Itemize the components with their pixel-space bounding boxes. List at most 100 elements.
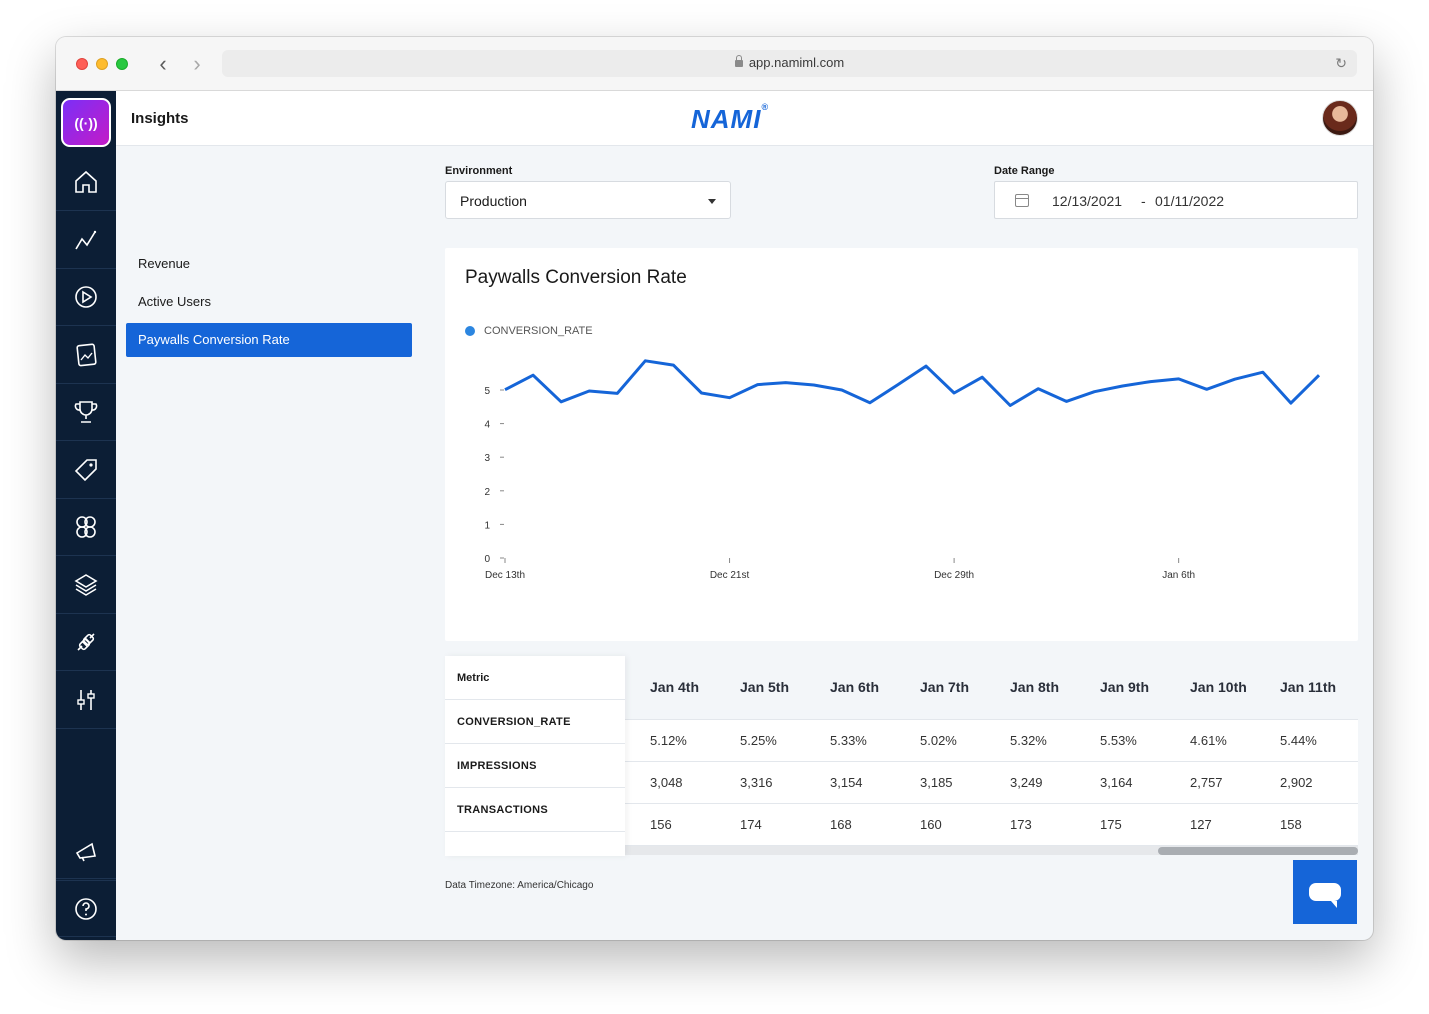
environment-select[interactable]: Production [445,181,731,219]
chart-card: Paywalls Conversion Rate CONVERSION_RATE… [445,248,1358,641]
column-header[interactable]: Jan 10th [1190,679,1247,695]
help-icon [75,897,97,920]
column-header[interactable]: Jan 9th [1100,679,1150,695]
data-point[interactable] [810,381,818,389]
column-header[interactable]: Jan 5th [740,679,790,695]
data-point[interactable] [838,386,846,394]
environment-label: Environment [445,165,513,177]
data-point[interactable] [1203,385,1211,393]
brand-registered-mark: ® [761,102,770,113]
submenu-item[interactable]: Active Users [138,294,211,309]
data-point[interactable] [782,379,790,387]
data-point[interactable] [1175,375,1183,383]
brand-logo: NAMI® [691,102,770,135]
data-point[interactable] [922,362,930,370]
browser-titlebar: ‹ › app.namiml.com ↻ [56,37,1373,91]
x-tick-label: Dec 21st [710,570,750,581]
table-cell: 156 [650,817,672,832]
sidebar-item-trophy[interactable] [56,384,116,441]
sidebar-item-users[interactable] [56,499,116,556]
sidebar-item-layers[interactable] [56,557,116,614]
data-point[interactable] [557,398,565,406]
data-point[interactable] [1006,401,1014,409]
data-point[interactable] [585,387,593,395]
table-cell: 5.02% [920,733,957,748]
analytics-icon [75,230,97,249]
data-point[interactable] [1034,385,1042,393]
environment-value: Production [460,193,527,209]
reload-icon[interactable]: ↻ [1335,55,1347,71]
table-row: 3,048 3,316 3,154 3,185 3,249 3,164 2,757 2,902 [625,762,1358,804]
sidebar-item-announcements[interactable] [56,822,116,879]
data-point[interactable] [1147,378,1155,386]
data-point[interactable] [866,399,874,407]
layers-icon [74,573,98,596]
data-point[interactable] [697,389,705,397]
user-avatar[interactable] [1322,100,1358,136]
sidebar-item-tag[interactable] [56,442,116,499]
url-text: app.namiml.com [748,55,845,70]
data-point[interactable] [950,389,958,397]
data-point[interactable] [501,386,509,394]
date-start-input[interactable]: 12/13/2021 [1052,193,1123,209]
maximize-window-button[interactable] [116,58,128,70]
data-point[interactable] [726,394,734,402]
sidebar-item-integrations[interactable] [56,614,116,671]
data-point[interactable] [1259,368,1267,376]
column-header[interactable]: Jan 8th [1010,679,1060,695]
metric-name-cell: IMPRESSIONS [445,744,625,788]
data-point[interactable] [1315,371,1323,379]
column-header[interactable]: Jan 7th [920,679,970,695]
data-point[interactable] [1090,388,1098,396]
data-point[interactable] [1119,382,1127,390]
page-title: Insights [131,110,189,127]
table-cell: 175 [1100,817,1122,832]
data-point[interactable] [978,373,986,381]
table-cell: 2,757 [1190,775,1223,790]
x-tick-label: Dec 13th [485,570,525,581]
app-logo[interactable]: ((·)) [61,98,111,147]
table-cell: 3,249 [1010,775,1043,790]
table-cell: 5.32% [1010,733,1047,748]
chat-button[interactable] [1293,860,1357,924]
column-header[interactable]: Jan 4th [650,679,700,695]
data-point[interactable] [641,357,649,365]
calendar-icon [1015,194,1029,207]
series-line-conversion-rate[interactable] [504,359,1321,407]
submenu-item[interactable]: Paywalls Conversion Rate [126,323,412,357]
date-range-picker[interactable]: 12/13/2021 - 01/11/2022 [994,181,1358,219]
legend-label: CONVERSION_RATE [484,325,593,337]
sidebar-item-settings-sliders[interactable] [56,672,116,729]
forward-arrow-icon[interactable]: › [193,51,201,76]
data-point[interactable] [754,381,762,389]
close-window-button[interactable] [76,58,88,70]
data-point[interactable] [894,381,902,389]
scrollbar-thumb[interactable] [1158,847,1358,855]
column-header[interactable]: Jan 6th [830,679,880,695]
horizontal-scrollbar[interactable] [625,846,1358,855]
table-cell: 3,154 [830,775,863,790]
chart-legend[interactable]: CONVERSION_RATE [465,325,593,337]
data-point[interactable] [1231,375,1239,383]
data-point[interactable] [1062,397,1070,405]
sidebar-item-analytics[interactable] [56,212,116,269]
insights-submenu: Revenue Active Users Paywalls Conversion R… [126,245,412,357]
sidebar-item-help[interactable] [56,880,116,937]
back-arrow-icon[interactable]: ‹ [159,51,167,76]
data-point[interactable] [613,389,621,397]
sidebar-item-play[interactable] [56,269,116,326]
date-end-input[interactable]: 01/11/2022 [1155,193,1225,209]
column-header[interactable]: Jan 11th [1280,679,1337,695]
data-point[interactable] [529,371,537,379]
data-point[interactable] [669,361,677,369]
minimize-window-button[interactable] [96,58,108,70]
table-data-area: Jan 4th Jan 5th Jan 6th Jan 7th Jan 8th Jan 9… [625,656,1358,846]
address-bar[interactable]: app.namiml.com ↻ [222,50,1357,77]
y-tick-label: 5 [484,386,490,397]
submenu-item[interactable]: Revenue [138,256,191,271]
sidebar-item-paywall[interactable] [56,327,116,384]
data-point[interactable] [1287,399,1295,407]
sidebar-item-home[interactable] [56,154,116,211]
conversion-rate-chart: 0 1 2 3 4 5 Dec 13th Dec 21st Dec 29th Jan 6th [484,357,1323,581]
y-tick-label: 3 [484,453,490,464]
